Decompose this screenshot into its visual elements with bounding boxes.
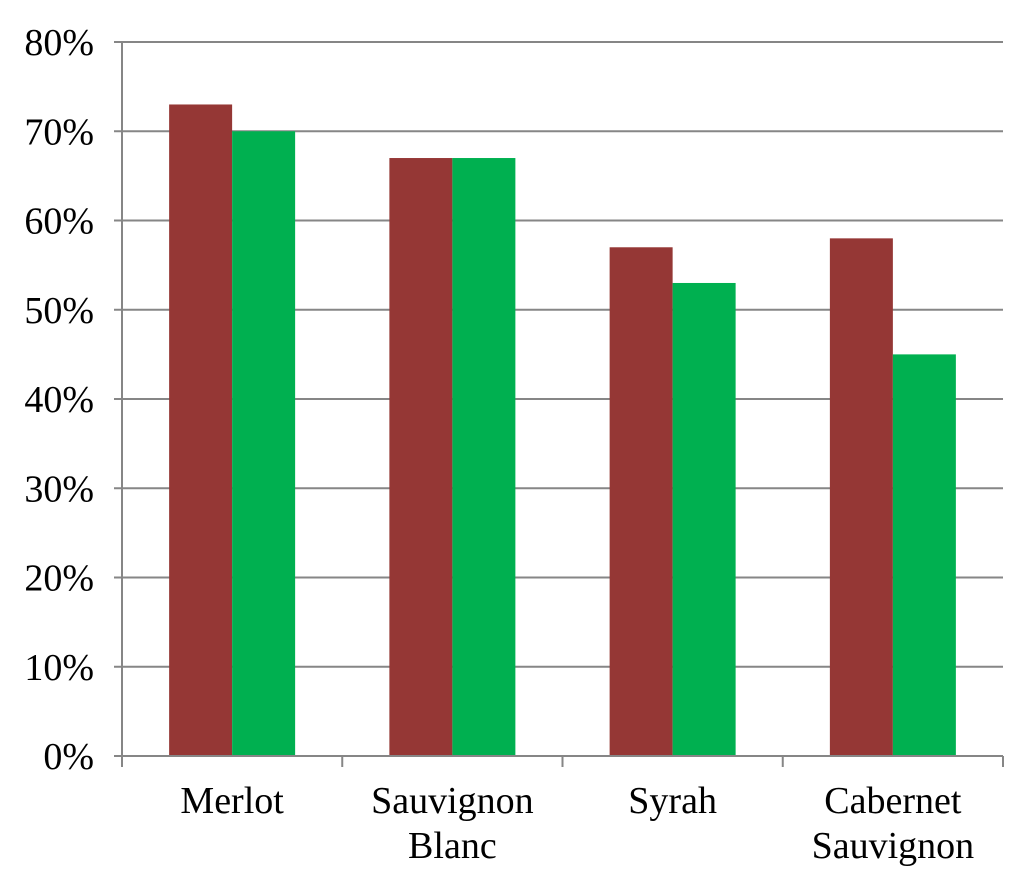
category-label: Merlot: [180, 780, 284, 822]
y-tick-label: 0%: [43, 736, 94, 778]
bar-2-0: [232, 131, 296, 756]
y-tick-label: 10%: [24, 647, 94, 689]
y-tick-labels: 0% 10% 20% 30% 40% 50% 60% 70% 80%: [24, 22, 94, 778]
y-tick-label: 20%: [24, 558, 94, 600]
y-tick-label: 40%: [24, 379, 94, 421]
bar-1-0: [169, 104, 233, 757]
category-label: Sauvignon: [371, 780, 534, 822]
bar-1-2: [609, 247, 673, 756]
bar-2-2: [672, 282, 736, 756]
y-tick-label: 80%: [24, 22, 94, 64]
bar-1-3: [829, 238, 893, 757]
bar-2-1: [452, 158, 516, 756]
y-tick-label: 60%: [24, 201, 94, 243]
bars: [169, 104, 956, 757]
y-tick-label: 30%: [24, 468, 94, 510]
bar-2-3: [892, 354, 956, 756]
y-tick-label: 70%: [24, 111, 94, 153]
category-label: Cabernet: [824, 780, 962, 822]
category-label: Sauvignon: [812, 825, 975, 867]
axes: [114, 41, 1004, 767]
bar-1-1: [389, 158, 453, 756]
category-label: Blanc: [408, 825, 497, 867]
category-label: Syrah: [628, 780, 717, 822]
y-tick-label: 50%: [24, 290, 94, 332]
